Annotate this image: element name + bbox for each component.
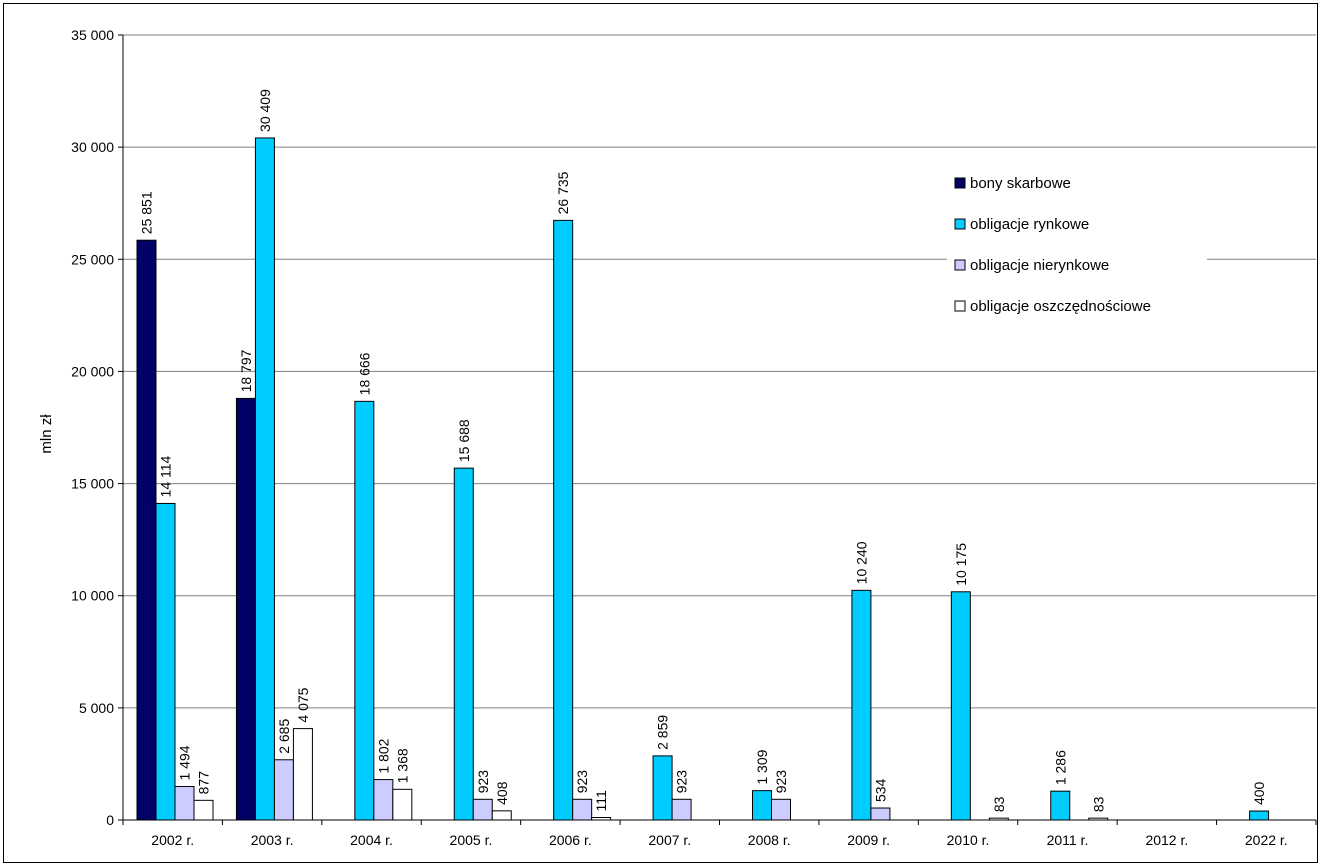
bar-obligacje-oszcz-dno-ciowe: [591, 817, 612, 821]
legend-swatch: [954, 218, 966, 230]
bar-obligacje-nierynkowe: [572, 798, 593, 821]
y-tick-label: 35 000: [71, 27, 114, 43]
bar-obligacje-rynkowe: [752, 790, 772, 821]
data-label: 923: [475, 770, 491, 794]
data-label: 15 688: [456, 419, 472, 462]
data-label: 83: [991, 796, 1007, 812]
data-label: 83: [1090, 796, 1106, 812]
gridlines: [123, 34, 1316, 709]
data-label: 1 368: [394, 748, 410, 783]
legend-label: obligacje oszczędnościowe: [970, 298, 1151, 315]
data-label: 1 494: [177, 745, 193, 780]
data-label: 14 114: [158, 455, 174, 497]
bar-obligacje-oszcz-dno-ciowe: [491, 810, 512, 821]
bar-obligacje-nierynkowe: [771, 798, 791, 821]
x-tick-label: 2004 r.: [350, 832, 393, 848]
data-label: 1 286: [1052, 750, 1068, 785]
bar-obligacje-nierynkowe: [273, 759, 294, 821]
data-label: 923: [674, 770, 690, 794]
data-label: 1 309: [754, 749, 770, 784]
bar-obligacje-rynkowe: [155, 502, 176, 821]
data-label: 30 409: [257, 89, 273, 132]
y-tick-label: 15 000: [71, 476, 114, 492]
data-label: 408: [494, 781, 510, 805]
legend-swatch: [954, 300, 966, 312]
data-label: 26 735: [555, 171, 571, 214]
data-label: 877: [196, 771, 212, 795]
bar-obligacje-oszcz-dno-ciowe: [1088, 817, 1109, 821]
y-tick-label: 30 000: [71, 139, 114, 155]
bar-obligacje-rynkowe: [1249, 810, 1270, 821]
bars: [136, 137, 1270, 821]
data-label: 400: [1251, 781, 1267, 805]
bar-bony-skarbowe: [235, 397, 256, 821]
chart-frame: [3, 3, 1318, 863]
bar-obligacje-oszcz-dno-ciowe: [988, 817, 1009, 821]
y-tick-label: 20 000: [71, 363, 114, 379]
legend-swatch: [954, 177, 966, 189]
legend-label: obligacje nierynkowe: [970, 257, 1109, 274]
bar-obligacje-rynkowe: [453, 467, 474, 821]
data-label: 534: [872, 778, 888, 802]
bar-obligacje-oszcz-dno-ciowe: [292, 728, 313, 821]
bar-obligacje-nierynkowe: [472, 798, 493, 821]
data-label: 2 859: [655, 715, 671, 750]
x-tick-label: 2011 r.: [1047, 832, 1089, 848]
data-label: 111: [593, 790, 609, 811]
bar-obligacje-rynkowe: [553, 219, 574, 821]
legend-box: [947, 170, 1207, 330]
y-tick-label: 10 000: [71, 588, 114, 604]
data-label: 2 685: [276, 719, 292, 754]
x-tick-label: 2002 r.: [151, 832, 194, 848]
bar-obligacje-nierynkowe: [373, 779, 394, 821]
legend-swatch: [954, 259, 966, 271]
x-tick-label: 2010 r.: [947, 832, 990, 848]
data-label: 25 851: [139, 191, 155, 234]
y-tick-label: 25 000: [71, 251, 114, 267]
data-label: 1 802: [375, 738, 391, 773]
x-tick-label: 2005 r.: [450, 832, 493, 848]
legend-label: bony skarbowe: [970, 175, 1071, 192]
axes: 0 5 000 10 000 15 000 20 000 25 000 30 000 35 0…: [71, 27, 1317, 848]
x-tick-label: 2022 r.: [1245, 832, 1288, 848]
data-label: 4 075: [295, 687, 311, 722]
bar-obligacje-rynkowe: [254, 137, 275, 821]
bar-obligacje-nierynkowe: [174, 785, 195, 821]
data-label: 10 175: [953, 543, 969, 586]
bar-obligacje-rynkowe: [1050, 790, 1071, 821]
bar-bony-skarbowe: [136, 239, 157, 821]
x-tick-label: 2006 r.: [549, 832, 592, 848]
data-label: 923: [773, 770, 789, 794]
bar-obligacje-oszcz-dno-ciowe: [392, 788, 413, 821]
bar-obligacje-oszcz-dno-ciowe: [193, 799, 214, 821]
x-tick-label: 2003 r.: [251, 832, 294, 848]
legend: bony skarbowe obligacje rynkowe obligacje …: [947, 170, 1207, 330]
data-label: 18 797: [238, 349, 254, 392]
x-tick-label: 2012 r.: [1145, 832, 1188, 848]
y-tick-label: 0: [106, 812, 114, 828]
data-label: 10 240: [853, 541, 869, 584]
bar-obligacje-nierynkowe: [870, 807, 891, 821]
y-tick-label: 5 000: [79, 700, 114, 716]
bar-obligacje-nierynkowe: [671, 798, 692, 821]
legend-label: obligacje rynkowe: [970, 216, 1089, 233]
bar-obligacje-rynkowe: [354, 400, 375, 821]
bar-obligacje-rynkowe: [950, 591, 971, 821]
x-tick-label: 2008 r.: [748, 832, 791, 848]
x-tick-label: 2007 r.: [648, 832, 691, 848]
bar-obligacje-rynkowe: [652, 755, 673, 821]
data-label: 18 666: [356, 352, 372, 395]
bar-obligacje-rynkowe: [851, 589, 872, 821]
y-axis-label: mln zł: [38, 414, 55, 454]
data-label: 923: [574, 770, 590, 794]
data-labels: 25 851 18 797 14 114 30 409 18 666 15 688 26 7…: [139, 89, 1268, 812]
x-tick-label: 2009 r.: [847, 832, 890, 848]
